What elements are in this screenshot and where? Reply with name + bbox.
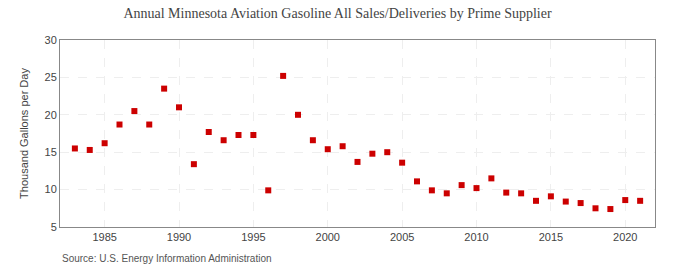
svg-text:2005: 2005 [390, 231, 414, 243]
svg-text:2000: 2000 [316, 231, 340, 243]
svg-text:2020: 2020 [613, 231, 637, 243]
svg-text:Source: U.S. Energy Informatio: Source: U.S. Energy Information Administ… [62, 253, 272, 264]
svg-text:25: 25 [45, 71, 57, 83]
svg-text:10: 10 [45, 183, 57, 195]
svg-text:Annual Minnesota Aviation Gaso: Annual Minnesota Aviation Gasoline All S… [123, 6, 552, 21]
svg-text:2015: 2015 [539, 231, 563, 243]
svg-text:30: 30 [45, 34, 57, 46]
svg-text:20: 20 [45, 109, 57, 121]
svg-text:1985: 1985 [92, 231, 116, 243]
svg-text:2010: 2010 [464, 231, 488, 243]
svg-text:1990: 1990 [167, 231, 191, 243]
svg-text:15: 15 [45, 146, 57, 158]
svg-text:Thousand Gallons per Day: Thousand Gallons per Day [18, 68, 30, 199]
svg-text:1995: 1995 [241, 231, 265, 243]
svg-text:5: 5 [51, 221, 57, 233]
